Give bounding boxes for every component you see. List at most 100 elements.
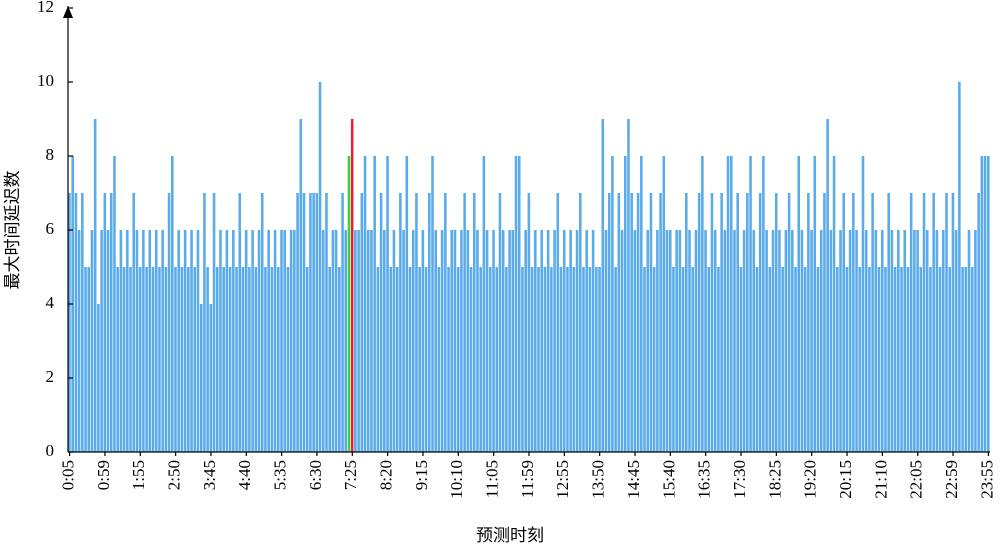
bar — [87, 267, 91, 452]
bar — [685, 193, 688, 452]
bar — [601, 119, 605, 452]
bar — [109, 193, 113, 452]
bar — [726, 156, 730, 452]
bar — [755, 267, 759, 452]
bar — [595, 267, 598, 452]
bar — [842, 193, 845, 452]
bar — [132, 193, 136, 452]
x-tick-label: 0:05 — [59, 460, 78, 490]
bar — [591, 230, 595, 452]
bar — [206, 267, 209, 452]
bar — [460, 230, 463, 452]
bar — [823, 193, 826, 452]
bar — [810, 230, 813, 452]
bar — [437, 267, 441, 452]
bar — [861, 156, 865, 452]
bar — [260, 193, 264, 452]
bar — [803, 267, 807, 452]
bar — [835, 267, 839, 452]
bar — [97, 304, 100, 452]
bar — [958, 82, 961, 452]
x-tick-label: 21:10 — [871, 460, 890, 499]
bar — [906, 267, 910, 452]
bar — [713, 230, 717, 452]
bar — [852, 193, 855, 452]
x-tick-label: 10:10 — [447, 460, 466, 499]
bar — [318, 82, 322, 452]
bar — [954, 230, 958, 452]
bar — [916, 230, 919, 452]
bar — [559, 267, 563, 452]
bar — [672, 267, 675, 452]
bar — [235, 267, 238, 452]
bar — [774, 193, 778, 452]
bar — [781, 267, 784, 452]
bar — [129, 267, 132, 452]
bar — [164, 267, 168, 452]
bar — [167, 193, 171, 452]
bar — [697, 193, 701, 452]
bar — [659, 193, 662, 452]
bar — [293, 230, 296, 452]
bar — [498, 193, 502, 452]
bar — [662, 156, 666, 452]
bar — [553, 230, 556, 452]
bar — [321, 230, 325, 452]
bar — [350, 119, 354, 452]
bar — [93, 119, 97, 452]
bar — [100, 230, 103, 452]
bar — [791, 230, 794, 452]
bar — [482, 156, 486, 452]
y-tick-label: 10 — [37, 71, 54, 90]
bar — [174, 267, 177, 452]
x-tick-label: 22:05 — [907, 460, 926, 499]
bar — [373, 156, 376, 452]
bar — [720, 193, 723, 452]
bar — [627, 119, 630, 452]
bar — [196, 230, 200, 452]
bar — [309, 193, 312, 452]
bar — [209, 304, 213, 452]
bar — [652, 267, 656, 452]
x-tick-label: 16:35 — [695, 460, 714, 499]
bar — [254, 267, 258, 452]
x-tick-label: 23:55 — [977, 460, 996, 499]
x-tick-label: 22:59 — [942, 460, 961, 499]
bar — [617, 193, 621, 452]
bar — [341, 193, 344, 452]
y-tick-label: 4 — [46, 293, 55, 312]
bar — [241, 267, 245, 452]
bar — [411, 230, 415, 452]
bar — [961, 267, 964, 452]
bar — [951, 193, 955, 452]
bar — [948, 267, 952, 452]
bar — [77, 230, 81, 452]
bar — [787, 193, 791, 452]
bar — [611, 156, 614, 452]
y-tick-label: 2 — [46, 367, 55, 386]
x-axis-label: 预测时刻 — [476, 526, 544, 545]
bar — [733, 230, 736, 452]
bar — [505, 267, 508, 452]
bar — [884, 267, 887, 452]
bar — [537, 267, 540, 452]
x-tick-label: 17:30 — [730, 460, 749, 499]
bar — [489, 267, 492, 452]
bar — [643, 267, 646, 452]
bar — [871, 193, 874, 452]
bar — [797, 156, 801, 452]
bar — [267, 230, 270, 452]
x-tick-label: 20:15 — [836, 460, 855, 499]
bar — [171, 156, 174, 452]
bar — [434, 230, 437, 452]
bar — [299, 119, 303, 452]
bar — [578, 193, 582, 452]
bar — [514, 156, 518, 452]
bar — [495, 267, 499, 452]
bar — [691, 267, 695, 452]
bar — [524, 230, 527, 452]
bar — [222, 267, 225, 452]
bar — [742, 230, 746, 452]
bar — [977, 193, 980, 452]
